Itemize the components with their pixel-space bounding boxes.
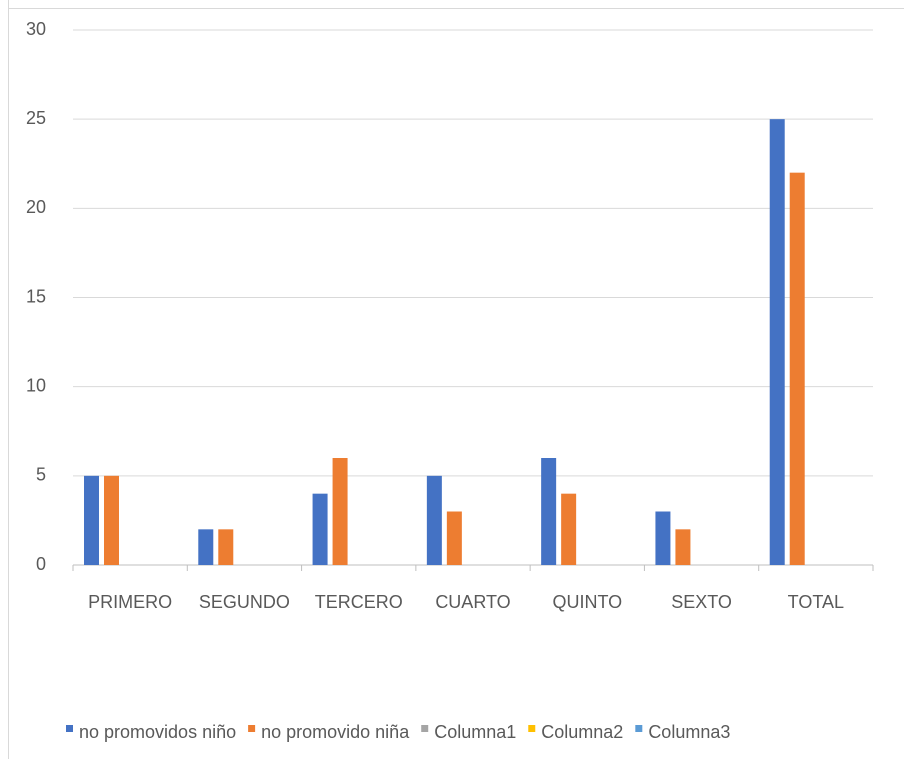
x-tick-label: TOTAL bbox=[788, 592, 844, 612]
x-tick-label: SEGUNDO bbox=[199, 592, 290, 612]
y-tick-label: 10 bbox=[26, 375, 46, 395]
bar bbox=[104, 475, 119, 565]
legend-swatch bbox=[66, 725, 73, 732]
bar bbox=[789, 172, 805, 565]
bar bbox=[426, 475, 442, 565]
legend-label: no promovidos niño bbox=[79, 722, 236, 742]
bar bbox=[655, 511, 671, 565]
legend-swatch bbox=[635, 725, 643, 732]
y-tick-label: 0 bbox=[36, 554, 46, 574]
bar bbox=[561, 493, 577, 565]
bar bbox=[769, 119, 785, 566]
legend-swatch bbox=[528, 725, 536, 732]
x-tick-label: QUINTO bbox=[552, 592, 622, 612]
legend-label: no promovido niña bbox=[261, 722, 410, 742]
y-tick-label: 5 bbox=[36, 465, 46, 485]
y-tick-label: 15 bbox=[26, 286, 46, 306]
legend-label: Columna1 bbox=[434, 722, 516, 742]
bar bbox=[312, 493, 328, 565]
x-tick-label: PRIMERO bbox=[88, 592, 172, 612]
x-tick-label: CUARTO bbox=[435, 592, 510, 612]
y-tick-label: 25 bbox=[26, 108, 46, 128]
bar bbox=[541, 458, 557, 565]
y-tick-label: 20 bbox=[26, 197, 46, 217]
x-tick-label: TERCERO bbox=[315, 592, 403, 612]
bar bbox=[198, 529, 214, 565]
bar bbox=[446, 511, 462, 565]
bar bbox=[84, 475, 99, 565]
legend-label: Columna2 bbox=[541, 722, 623, 742]
y-tick-label: 30 bbox=[26, 19, 46, 39]
x-tick-label: SEXTO bbox=[671, 592, 732, 612]
legend-label: Columna3 bbox=[648, 722, 730, 742]
bar bbox=[218, 529, 234, 565]
legend-swatch bbox=[248, 725, 256, 732]
bar bbox=[675, 529, 691, 565]
legend: no promovidos niño no promovido niña Colum… bbox=[66, 722, 730, 742]
legend-swatch bbox=[421, 725, 429, 732]
bar bbox=[332, 458, 348, 565]
